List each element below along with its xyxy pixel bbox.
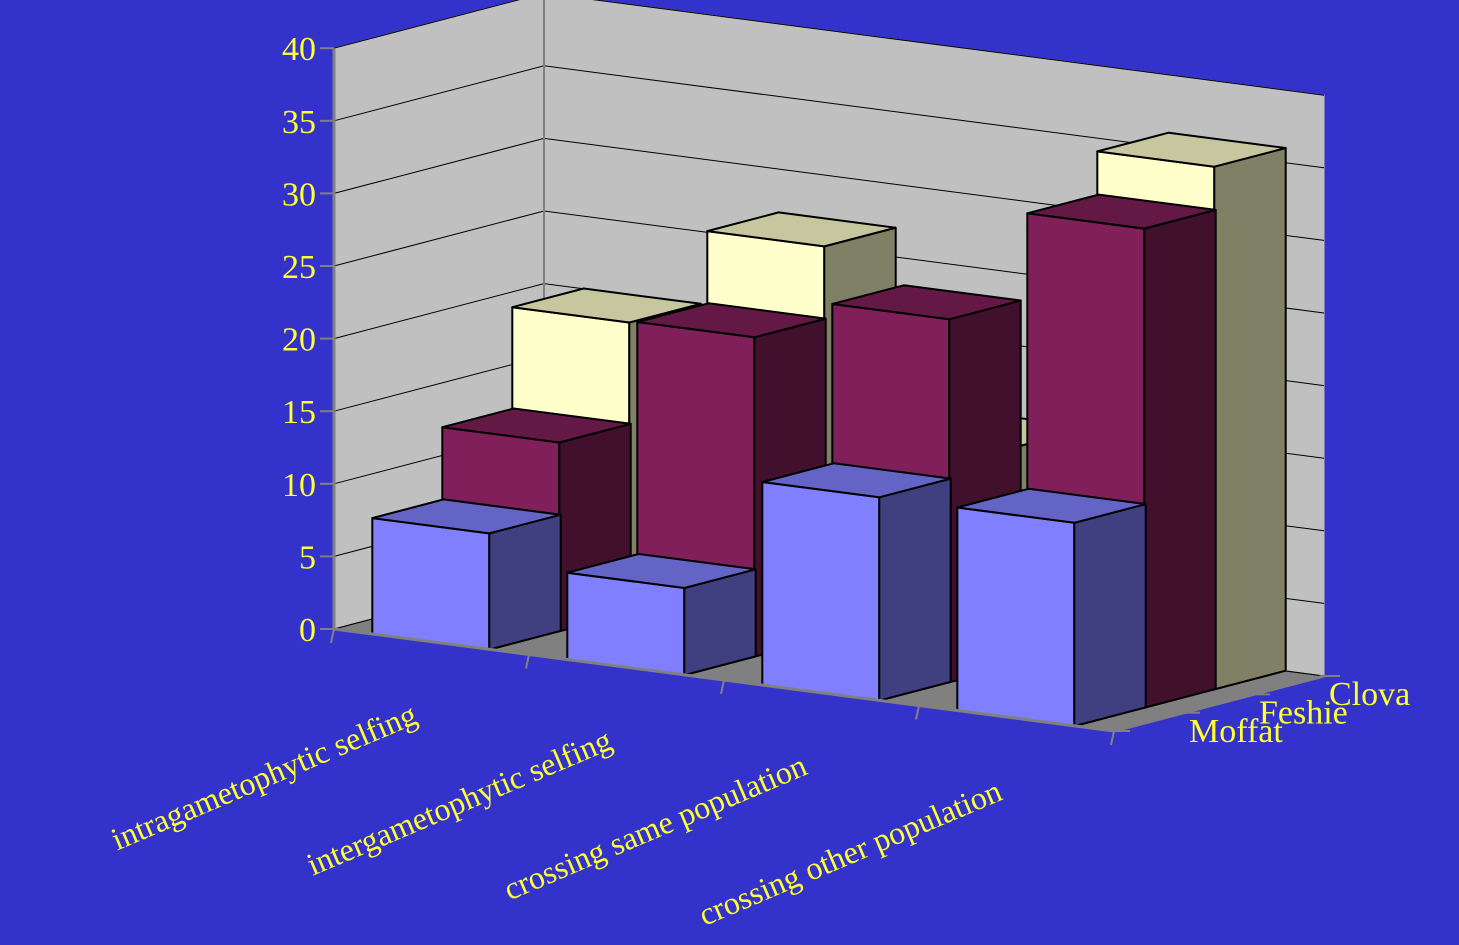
bar-front-face	[371, 517, 491, 651]
bar-front-face	[566, 571, 686, 677]
y-tick-label: 0	[299, 612, 316, 649]
bar-moffat-2	[566, 553, 757, 677]
x-tick-mark	[915, 705, 920, 720]
y-axis-tick-labels: 0 5 10 15 20 25 30 35 40	[282, 31, 316, 649]
bar-top-face	[761, 462, 952, 499]
bar-side-face	[1143, 208, 1217, 709]
bar-top-face	[1096, 131, 1287, 168]
depth-axis-line	[1113, 674, 1325, 733]
bar-top-face	[441, 407, 632, 444]
y-tick-label: 10	[282, 467, 316, 504]
y-tick-label: 30	[282, 176, 316, 213]
gridline	[333, 0, 1325, 96]
bar-moffat-1	[371, 498, 562, 651]
bar-side-face	[488, 513, 562, 651]
bar-top-face	[706, 211, 897, 248]
bar-top-face	[636, 302, 827, 339]
bars	[371, 131, 1287, 728]
y-tick-label: 20	[282, 322, 316, 359]
axes	[320, 47, 1340, 746]
bar-side-face	[1073, 503, 1147, 728]
bar-side-face	[878, 477, 952, 702]
y-tick-label: 5	[299, 539, 316, 576]
x-tick-mark	[720, 679, 725, 695]
bar-top-face	[511, 287, 702, 324]
series-label-clova: Clova	[1329, 676, 1410, 713]
series-label-moffat: Moffat	[1189, 713, 1283, 750]
bar-top-face	[831, 284, 1022, 321]
bar-front-face	[761, 481, 881, 702]
bar-top-face	[1026, 193, 1217, 230]
bar-top-face	[371, 498, 562, 535]
bar-front-face	[956, 506, 1076, 728]
bar-moffat-4	[956, 487, 1147, 728]
y-tick-label: 35	[282, 104, 316, 141]
bar-side-face	[1213, 147, 1287, 691]
x-tick-mark	[1110, 730, 1115, 746]
y-tick-label: 40	[282, 31, 316, 68]
series-label-feshie: Feshie	[1259, 695, 1348, 732]
bar-moffat-3	[761, 462, 952, 702]
bar-top-face	[566, 553, 757, 589]
bar-top-face	[956, 487, 1147, 524]
y-tick-label: 25	[282, 249, 316, 286]
y-tick-label: 15	[282, 394, 316, 431]
x-tick-mark	[525, 654, 530, 669]
x-tick-mark	[330, 628, 335, 644]
